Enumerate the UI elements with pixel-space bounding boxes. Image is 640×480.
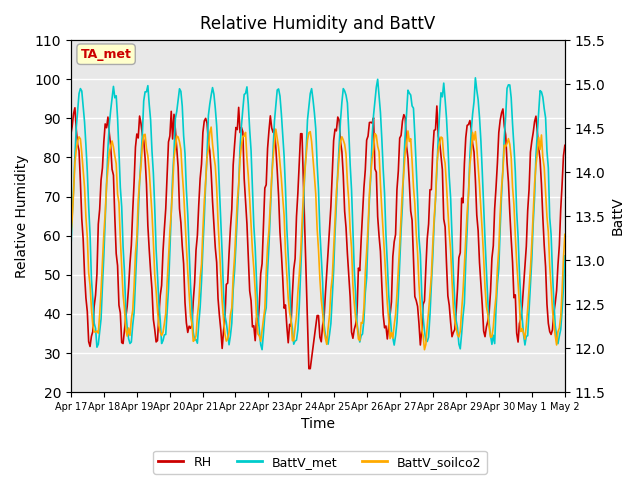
Y-axis label: Relative Humidity: Relative Humidity [15,155,29,278]
Title: Relative Humidity and BattV: Relative Humidity and BattV [200,15,435,33]
Legend: RH, BattV_met, BattV_soilco2: RH, BattV_met, BattV_soilco2 [154,451,486,474]
Text: TA_met: TA_met [81,48,132,60]
Y-axis label: BattV: BattV [611,197,625,236]
X-axis label: Time: Time [301,418,335,432]
